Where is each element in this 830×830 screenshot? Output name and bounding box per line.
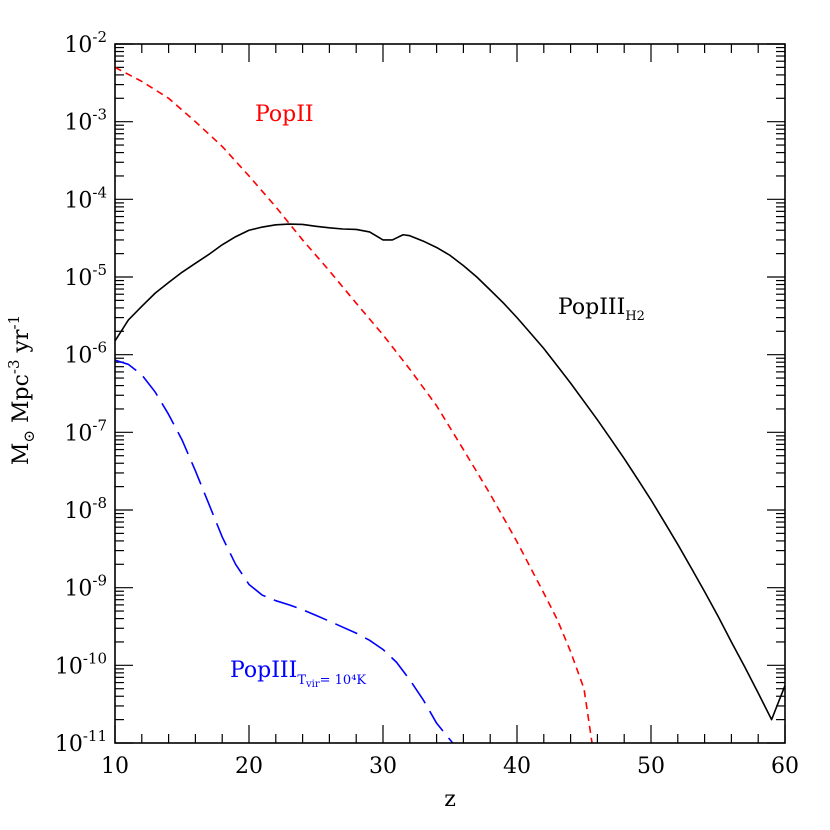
series-label-popii: PopII	[255, 102, 314, 127]
y-tick-label: 10-2	[64, 28, 107, 58]
x-axis-title: z	[444, 787, 456, 812]
series-label-popiii-h2: PopIIIH2	[558, 295, 645, 324]
series-lines	[115, 66, 785, 743]
y-tick-label: 10-4	[64, 183, 107, 213]
y-tick-label: 10-8	[64, 494, 107, 524]
series-line-popiii-tvir	[115, 359, 454, 743]
series-label-popiii-tvir: PopIIITvir= 10⁴K	[230, 658, 366, 690]
y-tick-label: 10-9	[64, 572, 107, 602]
tick-labels: 10 20 30 40 50 60 10-2 10-3 10-4 10-5 10-6 10-7 10-8…	[55, 28, 799, 779]
x-tick-label: 30	[369, 754, 397, 779]
x-tick-label: 20	[235, 754, 263, 779]
x-tick-label: 10	[101, 754, 129, 779]
x-tick-label: 40	[503, 754, 531, 779]
x-tick-label: 60	[771, 754, 799, 779]
x-tick-label: 50	[637, 754, 665, 779]
axis-ticks	[114, 43, 786, 744]
y-tick-label: 10-11	[55, 727, 107, 757]
series-line-popiii-h2	[115, 223, 785, 721]
y-tick-label: 10-6	[64, 339, 107, 369]
series-line-popii	[115, 66, 593, 743]
y-tick-label: 10-3	[64, 106, 107, 136]
plot-frame	[114, 43, 786, 744]
y-tick-label: 10-7	[64, 416, 107, 446]
y-tick-label: 10-5	[64, 261, 107, 291]
y-tick-label: 10-10	[55, 649, 107, 679]
y-axis-title: M⊙ Mpc-3 yr-1	[5, 315, 38, 465]
